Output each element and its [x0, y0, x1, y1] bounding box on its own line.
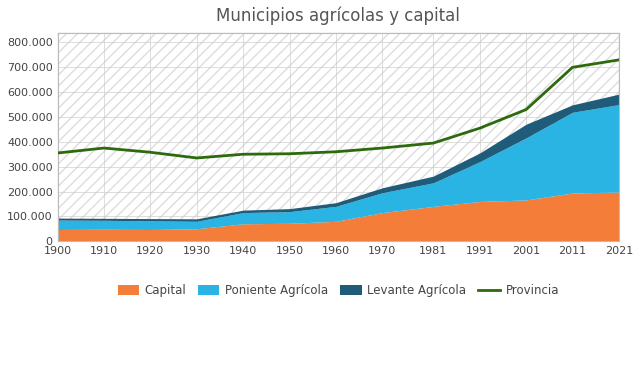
Legend: Capital, Poniente Agrícola, Levante Agrícola, Provincia: Capital, Poniente Agrícola, Levante Agrí… — [113, 280, 564, 302]
Title: Municipios agrícolas y capital: Municipios agrícolas y capital — [216, 7, 460, 26]
